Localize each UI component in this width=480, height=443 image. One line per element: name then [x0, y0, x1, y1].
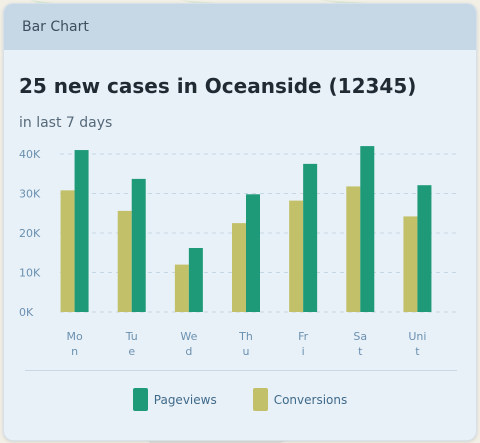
bar-pageviews-mon[interactable]	[74, 150, 89, 312]
legend-label-conversions: Conversions	[273, 392, 348, 407]
legend-label-pageviews: Pageviews	[153, 392, 217, 407]
y-tick-label: 30K	[19, 188, 41, 201]
bar-chart: 0K 10K 20K 30K 40K Mo n Tu e We d Th u Fr i Sa t Uni t	[19, 146, 460, 358]
bar-conversions-wed[interactable]	[174, 264, 189, 312]
bar-chart-widget: Bar Chart 25 new cases in Oceanside (123…	[3, 3, 477, 441]
bar-conversions-thu[interactable]	[232, 223, 246, 312]
legend-swatch-pageviews	[132, 388, 148, 411]
widget-title: Bar Chart	[22, 19, 89, 35]
bar-conversions-mon[interactable]	[60, 190, 75, 312]
bar-conversions-tue[interactable]	[117, 210, 132, 312]
widget-titlebar[interactable]: Bar Chart	[4, 4, 476, 50]
x-tick-label: i	[302, 345, 305, 358]
x-tick-label: u	[243, 345, 250, 358]
y-tick-label: 10K	[19, 267, 41, 280]
x-tick-label: Mo	[66, 330, 82, 343]
x-tick-label: d	[185, 345, 192, 358]
bar-conversions-uni[interactable]	[403, 216, 418, 312]
bar-pageviews-fri[interactable]	[303, 163, 318, 312]
chart-headline: 25 new cases in Oceanside (12345)	[19, 74, 417, 98]
bar-pageviews-sat[interactable]	[360, 146, 375, 312]
x-tick-label: n	[71, 345, 78, 358]
x-tick-label: t	[358, 345, 363, 358]
y-tick-label: 20K	[19, 227, 41, 240]
x-tick-label: t	[415, 345, 420, 358]
y-tick-label: 40K	[19, 148, 41, 161]
x-tick-label: Th	[238, 330, 253, 343]
bar-conversions-sat[interactable]	[346, 186, 361, 312]
bar-pageviews-wed[interactable]	[188, 248, 203, 312]
bar-pageviews-tue[interactable]	[131, 178, 146, 312]
legend-item-conversions[interactable]: Conversions	[252, 388, 348, 411]
x-tick-label: Uni	[408, 330, 426, 343]
bar-pageviews-thu[interactable]	[246, 194, 260, 312]
x-tick-label: Tu	[125, 330, 138, 343]
y-tick-label: 0K	[19, 306, 34, 319]
x-tick-label: Sa	[353, 330, 367, 343]
legend-item-pageviews[interactable]: Pageviews	[132, 388, 217, 411]
x-tick-label: We	[180, 330, 197, 343]
bar-conversions-fri[interactable]	[289, 200, 304, 312]
bar-pageviews-uni[interactable]	[417, 185, 432, 312]
legend-divider	[25, 370, 457, 371]
legend-swatch-conversions	[252, 388, 268, 411]
x-tick-label: e	[128, 345, 135, 358]
chart-legend: Pageviews Conversions	[4, 388, 476, 411]
chart-subheading: in last 7 days	[19, 115, 113, 131]
x-tick-label: Fr	[298, 330, 309, 343]
